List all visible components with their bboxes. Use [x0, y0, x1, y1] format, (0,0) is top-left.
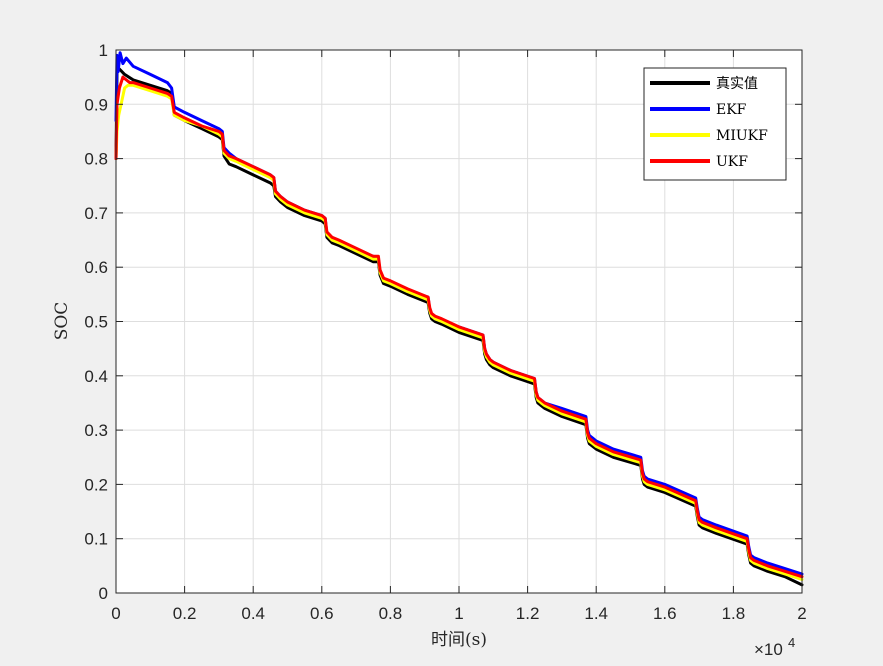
x-tick-label: 1	[454, 604, 463, 623]
ticks	[115, 49, 803, 594]
y-tick-label: 0.3	[84, 421, 108, 440]
y-tick-labels: 0 0.1 0.2 0.3 0.4 0.5 0.6 0.7 0.8 0.9 1	[84, 41, 108, 603]
x-tick-label: 1.2	[516, 604, 540, 623]
x-axis-label: 时间(s)	[431, 630, 487, 650]
x-tick-label: 0.2	[173, 604, 197, 623]
x-tick-label: 0	[111, 604, 120, 623]
legend-label: EKF	[716, 102, 747, 118]
series-lines	[114, 51, 804, 587]
y-axis-label: SOC	[52, 302, 72, 341]
x-tick-label: 0.6	[310, 604, 334, 623]
y-tick-label: 0.9	[84, 95, 108, 114]
x-tick-label: 1.6	[653, 604, 677, 623]
y-tick-label: 0.8	[84, 150, 108, 169]
legend: 真实值 EKF MIUKF UKF	[643, 67, 787, 181]
y-tick-label: 0.7	[84, 204, 108, 223]
y-tick-label: 0.2	[84, 475, 108, 494]
x-axis-exponent: ×10 4	[754, 635, 795, 659]
legend-label: 真实值	[716, 76, 758, 92]
y-tick-label: 1	[99, 41, 108, 60]
x-tick-label: 0.8	[379, 604, 403, 623]
y-tick-label: 0.4	[84, 367, 108, 386]
x-tick-label: 2	[797, 604, 806, 623]
x-tick-label: 1.8	[722, 604, 746, 623]
series-line-3	[114, 75, 804, 579]
x-exponent-base: ×10	[754, 640, 783, 659]
y-tick-label: 0.5	[84, 313, 108, 332]
legend-label: MIUKF	[716, 128, 768, 144]
x-tick-labels: 0 0.2 0.4 0.6 0.8 1 1.2 1.4 1.6 1.8 2	[111, 604, 806, 623]
y-tick-label: 0	[99, 584, 108, 603]
x-tick-label: 0.4	[241, 604, 265, 623]
y-tick-label: 0.6	[84, 258, 108, 277]
y-tick-label: 0.1	[84, 530, 108, 549]
legend-items: 真实值 EKF MIUKF UKF	[650, 76, 768, 170]
x-exponent-power: 4	[788, 635, 795, 650]
legend-label: UKF	[716, 154, 748, 170]
x-tick-label: 1.4	[584, 604, 608, 623]
